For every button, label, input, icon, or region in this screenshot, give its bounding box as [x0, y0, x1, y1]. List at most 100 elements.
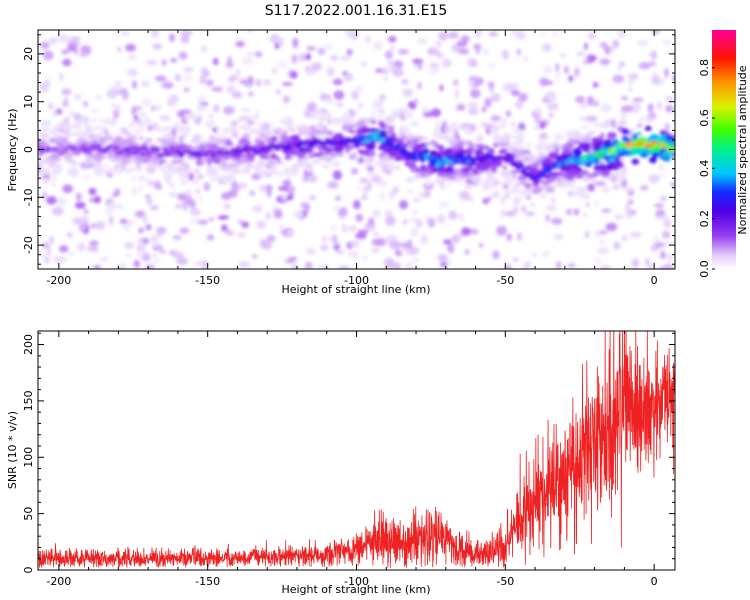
spectrogram-band-cell — [524, 182, 532, 189]
spectrogram-noise-cell — [610, 118, 617, 129]
colorbar-tick-label: 0.8 — [698, 59, 711, 77]
spectrogram-band-cell — [239, 124, 247, 130]
spectrogram-noise-cell — [381, 67, 389, 75]
spectrogram-noise-cell — [332, 170, 342, 181]
spectrogram-band-cell — [297, 128, 307, 136]
spectrogram-noise-cell — [428, 66, 440, 74]
spectrogram-noise-cell — [661, 230, 671, 239]
spectrogram-noise-cell — [436, 214, 446, 224]
spectrogram-noise-cell — [547, 103, 559, 111]
spectrogram-noise-cell — [394, 262, 401, 269]
spectrogram-ridge-cell — [383, 142, 389, 147]
spectrogram-band-cell — [333, 161, 341, 167]
spectrogram-ridge-cell — [342, 140, 348, 145]
spectrogram-band-cell — [617, 174, 627, 181]
spectrogram-band-cell — [575, 173, 583, 179]
spectrogram-band-cell — [370, 112, 376, 116]
snr-ticks: -200 -150 -100 -50 0 0 50 100 150 200 — [22, 331, 675, 588]
spectrogram-noise-cell — [568, 75, 574, 82]
spectrogram-noise-cell — [274, 42, 280, 50]
spectrogram-noise-cell — [461, 191, 470, 201]
spectrogram-band-cell — [435, 178, 441, 184]
spectrogram-ridge-cell — [578, 161, 584, 166]
spectrogram-noise-cell — [330, 225, 337, 231]
spectrogram-noise-cell — [539, 77, 549, 87]
spectrogram-noise-cell — [650, 75, 660, 85]
spectrogram-noise-cell — [370, 175, 382, 183]
snr-panel: -200 -150 -100 -50 0 0 50 100 150 200 Height of s… — [6, 330, 676, 596]
spectrogram-band-cell — [410, 136, 415, 141]
spectrogram-noise-cell — [237, 219, 243, 225]
spectrogram-ridge-cell — [274, 147, 280, 151]
spectrogram-noise-cell — [183, 66, 194, 73]
spectrogram-noise-cell — [402, 88, 414, 98]
spectrogram-band-cell — [373, 102, 383, 108]
spectrogram-band-cell — [646, 149, 653, 155]
spectrogram-noise-cell — [575, 95, 585, 104]
spectrogram-noise-cell — [599, 239, 605, 245]
spectrogram-band-cell — [290, 128, 295, 133]
spectrogram-y-tick-label: -10 — [22, 188, 35, 206]
spectrogram-noise-cell — [555, 62, 560, 72]
spectrogram-band-cell — [184, 113, 194, 120]
spectrogram-band-cell — [99, 118, 104, 122]
spectrogram-noise-cell — [371, 247, 380, 253]
spectrogram-ridge-cell — [614, 149, 620, 154]
spectrogram-band-cell — [430, 150, 437, 155]
spectrogram-band-cell — [573, 191, 578, 197]
spectrogram-noise-cell — [394, 60, 404, 69]
spectrogram-ridge-cell — [456, 158, 463, 163]
spectrogram-band-cell — [118, 127, 125, 132]
spectrogram-ridge-cell — [169, 146, 175, 151]
spectrogram-noise-cell — [658, 163, 665, 172]
spectrogram-band-cell — [420, 164, 427, 171]
spectrogram-x-axis-label: Height of straight line (km) — [281, 283, 430, 296]
spectrogram-band-cell — [523, 189, 533, 197]
spectrogram-noise-cell — [364, 35, 372, 44]
spectrogram-noise-cell — [437, 254, 448, 261]
spectrogram-band-cell — [515, 139, 525, 145]
spectrogram-noise-cell — [467, 101, 479, 111]
spectrogram-band-cell — [531, 189, 540, 195]
spectrogram-noise-cell — [466, 57, 473, 66]
spectrogram-noise-cell — [393, 109, 399, 118]
spectrogram-noise-cell — [475, 47, 481, 55]
spectrogram-noise-cell — [175, 204, 181, 209]
spectrogram-band-cell — [464, 128, 469, 134]
spectrogram-band-cell — [632, 133, 638, 140]
spectrogram-x-tick-label: 0 — [651, 274, 658, 287]
spectrogram-noise-cell — [644, 258, 650, 265]
spectrogram-noise-cell — [403, 262, 415, 269]
spectrogram-band-cell — [476, 134, 485, 142]
spectrogram-band-cell — [206, 166, 216, 172]
spectrogram-noise-cell — [398, 247, 403, 252]
spectrogram-noise-cell — [114, 80, 123, 86]
spectrogram-ridge-cell — [396, 143, 402, 148]
spectrogram-ridge-cell — [80, 143, 86, 148]
spectrogram-noise-cell — [350, 167, 359, 175]
spectrogram-band-cell — [278, 161, 285, 165]
spectrogram-noise-cell — [648, 60, 657, 67]
colorbar-tick-label: 0.6 — [698, 109, 711, 127]
spectrogram-noise-cell — [89, 240, 99, 247]
snr-x-tick-label: -150 — [195, 575, 220, 588]
spectrogram-band-cell — [502, 172, 511, 178]
spectrogram-noise-cell — [223, 203, 231, 210]
spectrogram-band-cell — [235, 119, 242, 123]
spectrogram-band-cell — [231, 131, 240, 139]
spectrogram-noise-cell — [502, 193, 511, 200]
spectrogram-noise-cell — [235, 41, 245, 48]
spectrogram-band-cell — [509, 146, 519, 152]
spectrogram-noise-cell — [146, 59, 158, 66]
spectrogram-noise-cell — [491, 191, 500, 198]
spectrogram-band-cell — [103, 134, 113, 142]
spectrogram-noise-cell — [150, 105, 156, 112]
spectrogram-noise-cell — [663, 263, 675, 269]
spectrogram-band-cell — [326, 147, 336, 152]
spectrogram-noise-cell — [246, 52, 257, 57]
spectrogram-band-cell — [416, 135, 423, 142]
spectrogram-band-cell — [112, 138, 121, 145]
colorbar-tick-label: 0.4 — [698, 160, 711, 178]
